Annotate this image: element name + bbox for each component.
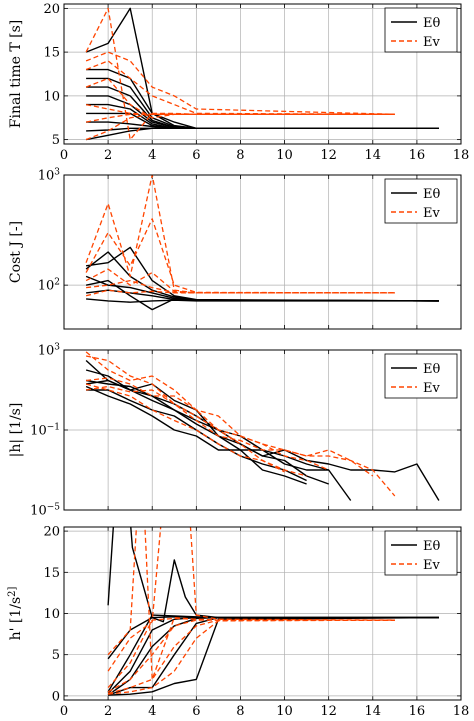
legend: Eθ Ev [384, 7, 458, 53]
axes-frame [63, 349, 462, 511]
x-tick-label: 10 [276, 148, 293, 163]
etheta-series-line [85, 275, 439, 302]
y-axis-label: |h| [1/s] [8, 403, 24, 458]
legend-box [384, 530, 458, 576]
legend-label: Eθ [423, 16, 440, 31]
x-tick-label: 6 [192, 704, 200, 719]
legend-label: Eθ [423, 539, 440, 554]
ev-series-line [85, 77, 395, 119]
panel-3: 103 10−1 10−5 |h| [1/s] Eθ Ev [8, 343, 462, 519]
series-group [85, 7, 439, 141]
ev-series-line [85, 289, 395, 297]
y-tick-label: 10−1 [30, 423, 60, 439]
series-group [107, 527, 439, 696]
x-tick-label: 12 [320, 148, 337, 163]
y-tick-label: 103 [38, 168, 61, 184]
x-tick-label: 18 [453, 148, 470, 163]
ev-series-line [86, 279, 395, 294]
legend: Eθ Ev [384, 353, 458, 399]
etheta-series-line [85, 385, 307, 485]
etheta-series-line [85, 127, 439, 141]
legend-label: Ev [423, 206, 440, 221]
ev-series-line [107, 527, 395, 672]
ev-series-line [85, 218, 395, 294]
series-group [85, 175, 439, 311]
axes-frame [63, 3, 462, 145]
y-tick-label: 10−5 [30, 503, 60, 519]
legend-box [384, 7, 458, 53]
y-tick-label: 103 [38, 343, 61, 359]
x-tick-label: 10 [276, 704, 293, 719]
y-axis-label: Final time T [s] [8, 20, 24, 129]
legend-label: Ev [423, 381, 440, 396]
x-tick-label: 8 [236, 704, 244, 719]
y-tick-label: 5 [52, 648, 60, 663]
etheta-series-line [86, 121, 439, 130]
y-tick-label: 102 [38, 278, 60, 294]
x-tick-label: 0 [60, 148, 68, 163]
ev-series-line [85, 113, 395, 141]
panel-1: 0 2 4 6 8 10 12 14 16 18 5 10 15 20 Final time T [s] Eθ… [8, 2, 469, 163]
x-tick-label: 8 [236, 148, 244, 163]
ev-series-line [108, 619, 395, 695]
y-tick-label: 15 [43, 566, 60, 581]
y-axis-label: h' [1/s2] [7, 586, 25, 640]
etheta-series-line [107, 616, 439, 696]
y-tick-label: 10 [43, 607, 60, 622]
legend-box [384, 178, 458, 224]
x-tick-label: 12 [320, 704, 337, 719]
ev-series-line [85, 51, 395, 115]
y-tick-label: 20 [43, 525, 60, 540]
legend-label: Eθ [423, 187, 440, 202]
axes-frame [63, 526, 462, 701]
x-tick-label: 2 [104, 704, 112, 719]
ev-series-line [85, 385, 374, 477]
y-tick-label: 10 [43, 89, 60, 104]
x-tick-label: 0 [60, 704, 68, 719]
panel-2: 102 103 Cost J [-] Eθ Ev [8, 168, 462, 330]
ev-series-line [85, 113, 395, 123]
x-tick-label: 14 [365, 148, 382, 163]
x-tick-label: 16 [409, 148, 426, 163]
ev-series-line [85, 383, 285, 473]
etheta-series-line [85, 379, 329, 485]
x-tick-label: 2 [104, 148, 112, 163]
x-tick-label: 6 [192, 148, 200, 163]
x-tick-label: 14 [365, 704, 382, 719]
legend-label: Ev [423, 35, 440, 50]
series-group [85, 351, 440, 501]
ev-series-line [85, 355, 329, 471]
etheta-series-line [86, 95, 439, 130]
x-tick-label: 4 [148, 148, 156, 163]
x-tick-label: 4 [148, 704, 156, 719]
legend: Eθ Ev [384, 530, 458, 576]
y-tick-label: 5 [52, 133, 60, 148]
y-axis-label: Cost J [-] [8, 221, 24, 283]
legend: Eθ Ev [384, 178, 458, 224]
etheta-series-line [108, 616, 439, 696]
y-tick-label: 15 [43, 46, 60, 61]
etheta-series-line [86, 77, 439, 130]
etheta-series-line [86, 298, 439, 303]
legend-label: Ev [423, 558, 440, 573]
legend-box [384, 353, 458, 399]
ev-series-line [107, 619, 395, 695]
x-tick-label: 16 [409, 704, 426, 719]
axes-frame [63, 174, 462, 330]
y-tick-label: 20 [43, 2, 60, 17]
etheta-series-line [107, 616, 439, 694]
etheta-series-line [107, 527, 439, 619]
legend-label: Eθ [423, 362, 440, 377]
ev-series-line [107, 527, 395, 681]
y-tick-label: 0 [52, 689, 60, 704]
x-tick-label: 18 [453, 704, 470, 719]
